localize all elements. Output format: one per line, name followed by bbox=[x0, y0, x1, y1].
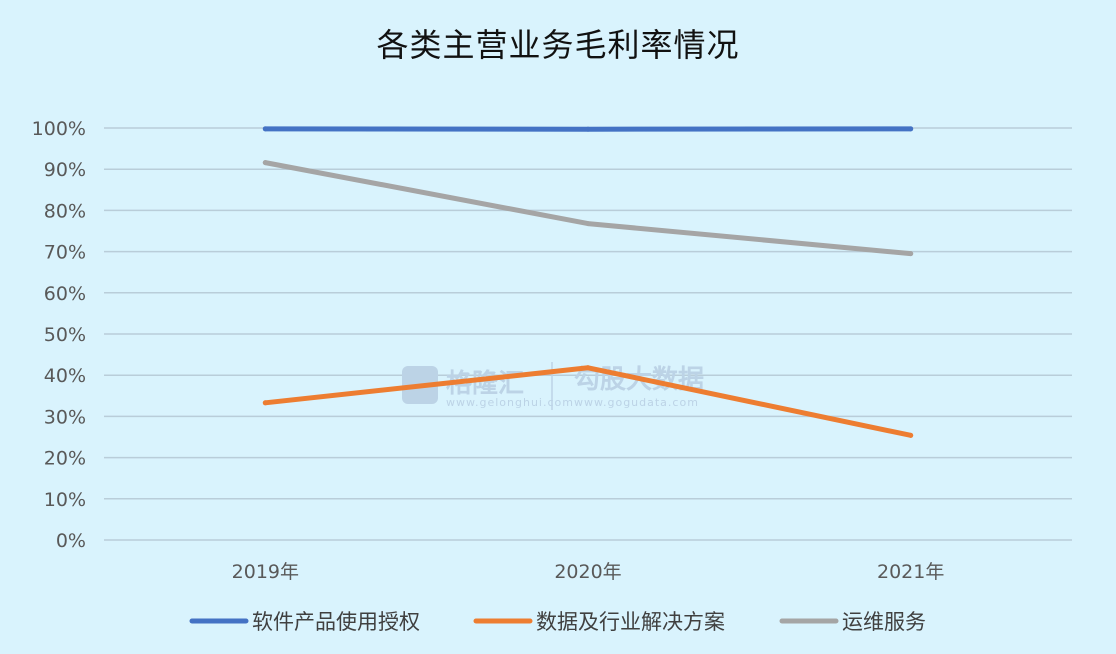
y-tick-label: 10% bbox=[44, 489, 86, 511]
y-tick-label: 90% bbox=[44, 159, 86, 181]
series-lines bbox=[262, 126, 914, 438]
y-tick-label: 40% bbox=[44, 365, 86, 387]
data-point bbox=[585, 126, 591, 132]
legend-label: 软件产品使用授权 bbox=[252, 610, 420, 634]
y-tick-label: 30% bbox=[44, 406, 86, 428]
data-point bbox=[262, 160, 268, 166]
data-point bbox=[908, 126, 914, 132]
x-tick-label: 2020年 bbox=[554, 561, 621, 583]
x-tick-label: 2019年 bbox=[232, 561, 299, 583]
data-point bbox=[908, 251, 914, 257]
data-point bbox=[585, 365, 591, 371]
watermark-partner-url: www.gogudata.com bbox=[574, 396, 699, 409]
data-point bbox=[262, 126, 268, 132]
watermark-brand-url: www.gelonghui.com bbox=[446, 396, 574, 409]
gridlines bbox=[104, 127, 1072, 541]
y-tick-label: 50% bbox=[44, 324, 86, 346]
y-tick-label: 80% bbox=[44, 200, 86, 222]
legend-label: 运维服务 bbox=[842, 610, 926, 634]
x-tick-label: 2021年 bbox=[877, 561, 944, 583]
legend: 软件产品使用授权 数据及行业解决方案 运维服务 bbox=[189, 610, 926, 634]
y-tick-label: 0% bbox=[56, 530, 86, 552]
legend-label: 数据及行业解决方案 bbox=[536, 610, 725, 634]
y-tick-label: 100% bbox=[32, 118, 86, 140]
y-tick-label: 60% bbox=[44, 283, 86, 305]
data-point bbox=[585, 221, 591, 227]
series-line-3 bbox=[262, 160, 914, 257]
chart-title: 各类主营业务毛利率情况 bbox=[376, 26, 740, 64]
data-point bbox=[262, 400, 268, 406]
y-axis: 0% 10% 20% 30% 40% 50% 60% 70% 80% 90% 100% bbox=[32, 118, 86, 552]
data-point bbox=[908, 432, 914, 438]
y-tick-label: 70% bbox=[44, 242, 86, 264]
x-axis: 2019年 2020年 2021年 bbox=[232, 561, 945, 583]
y-tick-label: 20% bbox=[44, 448, 86, 470]
